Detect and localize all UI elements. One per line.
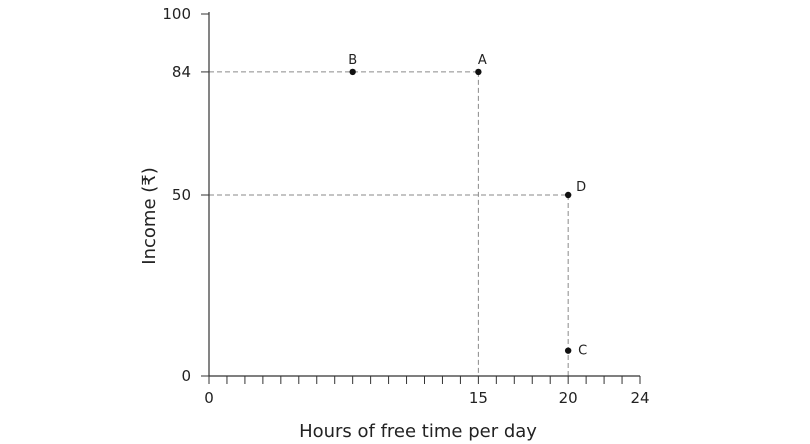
y-tick-label: 50: [172, 186, 191, 204]
point-label-c: C: [578, 344, 587, 359]
y-tick-label: 0: [181, 367, 191, 385]
point-label-b: B: [348, 53, 357, 68]
y-tick-label: 84: [172, 63, 191, 81]
x-axis-title: Hours of free time per day: [299, 421, 537, 442]
x-tick-label: 0: [204, 389, 214, 407]
point-c: [564, 347, 572, 354]
x-tick-label: 15: [469, 389, 488, 407]
point-a: [475, 68, 482, 76]
x-tick-label: 24: [630, 389, 649, 407]
point-b: [349, 68, 356, 76]
y-axis-title: Income (₹): [139, 167, 160, 264]
y-tick-label: 100: [162, 5, 191, 23]
point-label-a: A: [478, 53, 487, 68]
point-d: [564, 191, 572, 199]
x-tick-label: 20: [559, 389, 578, 407]
point-label-d: D: [576, 180, 586, 195]
